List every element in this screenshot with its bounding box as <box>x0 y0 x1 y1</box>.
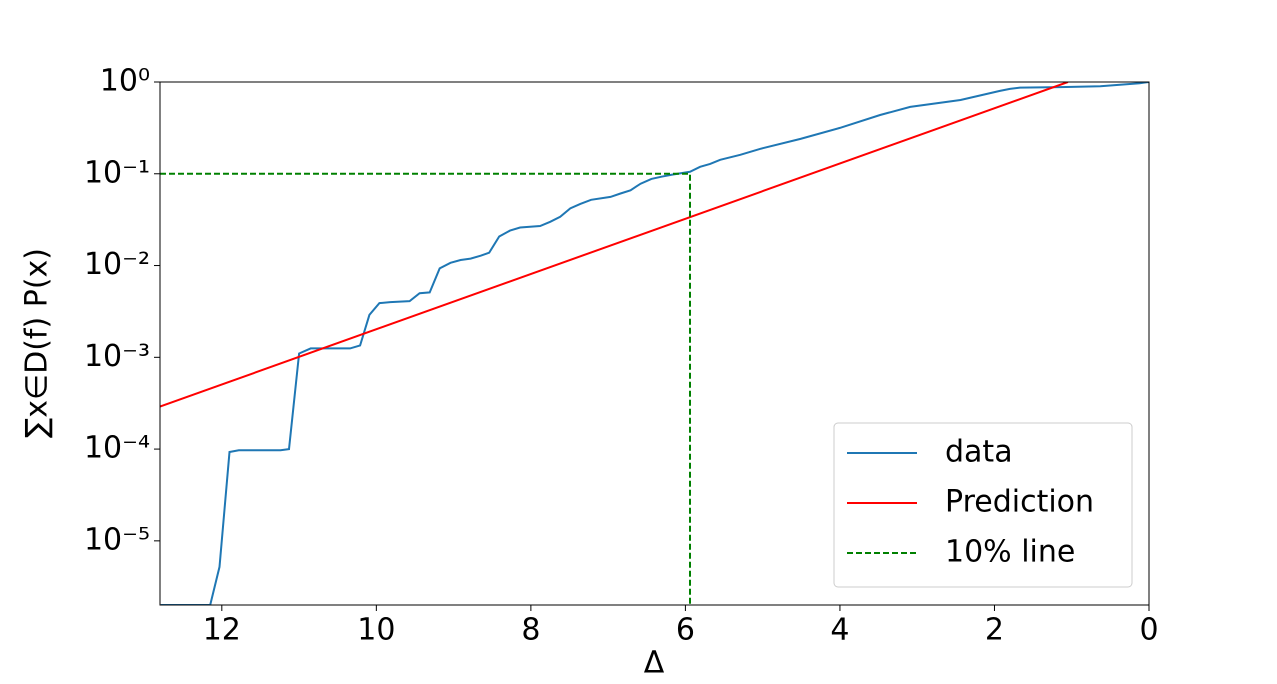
x-tick-label: 8 <box>521 613 540 648</box>
series-line <box>160 82 1069 408</box>
x-tick-label: 2 <box>985 613 1004 648</box>
y-tick-label: 10⁰ <box>100 64 150 99</box>
y-tick-label: 10⁻⁵ <box>84 522 150 557</box>
legend-box <box>833 422 1133 588</box>
x-tick-label: 10 <box>357 613 395 648</box>
x-tick-label: 6 <box>676 613 695 648</box>
y-tick-label: 10⁻² <box>84 247 150 282</box>
legend-label: Prediction <box>945 485 1094 520</box>
x-tick-label: 0 <box>1139 613 1158 648</box>
plot-area <box>160 82 1149 605</box>
x-axis-label: Δ <box>644 646 665 681</box>
y-axis-label: ∑x∈D(f) P(x) <box>20 248 55 438</box>
y-tick-label: 10⁻⁴ <box>84 431 150 466</box>
y-tick-label: 10⁻³ <box>84 339 150 374</box>
x-tick-label: 12 <box>203 613 241 648</box>
y-tick-label: 10⁻¹ <box>84 155 150 190</box>
plot-frame <box>159 81 1150 606</box>
x-tick-label: 4 <box>830 613 849 648</box>
series-line <box>160 82 1149 605</box>
series-line <box>160 172 691 605</box>
legend-label: data <box>945 435 1013 470</box>
legend-label: 10% line <box>945 535 1075 570</box>
